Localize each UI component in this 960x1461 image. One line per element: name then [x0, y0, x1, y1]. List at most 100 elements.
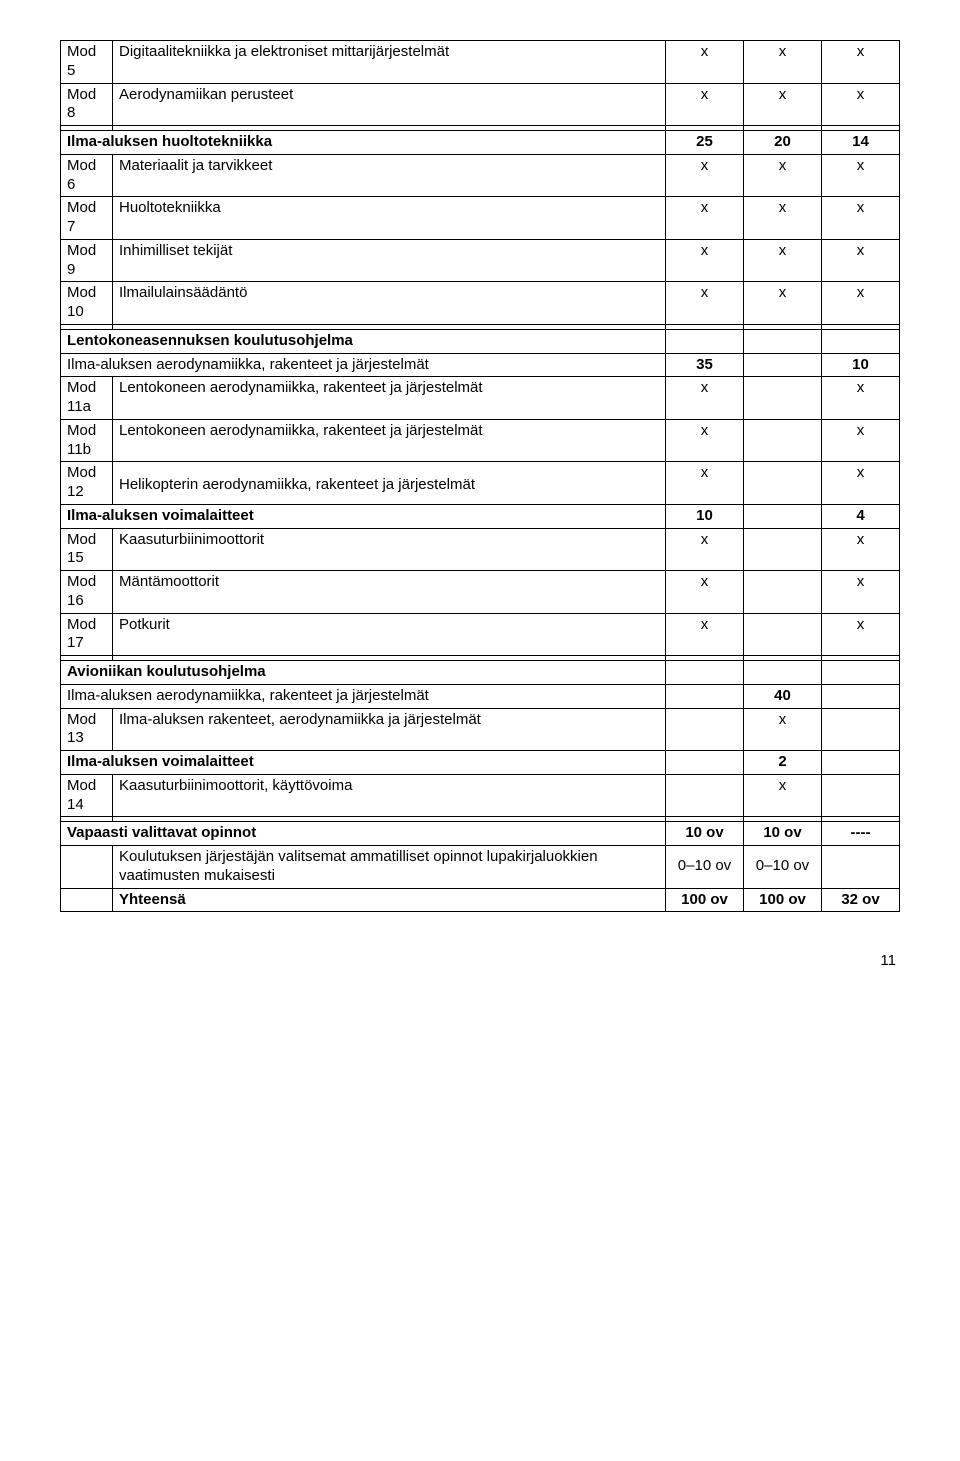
row-desc: Avioniikan koulutusohjelma: [61, 661, 666, 685]
row-val-b: [744, 504, 822, 528]
row-desc: Digitaalitekniikka ja elektroniset mitta…: [113, 41, 666, 84]
table-row: Mod 9Inhimilliset tekijätxxx: [61, 239, 900, 282]
row-desc: Potkurit: [113, 613, 666, 656]
row-desc: Ilmailulainsäädäntö: [113, 282, 666, 325]
row-val-a: 10: [666, 504, 744, 528]
row-val-b: [744, 353, 822, 377]
row-val-a: 35: [666, 353, 744, 377]
table-row: Ilma-aluksen voimalaitteet104: [61, 504, 900, 528]
row-val-b: [744, 462, 822, 505]
row-mod: Mod 5: [61, 41, 113, 84]
row-val-a: x: [666, 571, 744, 614]
row-desc: Lentokoneen aerodynamiikka, rakenteet ja…: [113, 419, 666, 462]
row-mod: [61, 846, 113, 889]
row-val-c: x: [822, 154, 900, 197]
row-mod: Mod 9: [61, 239, 113, 282]
row-val-a: x: [666, 239, 744, 282]
table-row: Mod 8Aerodynamiikan perusteetxxx: [61, 83, 900, 126]
row-val-a: x: [666, 377, 744, 420]
table-row: Ilma-aluksen voimalaitteet2: [61, 751, 900, 775]
row-val-c: x: [822, 613, 900, 656]
row-desc: Kaasuturbiinimoottorit, käyttövoima: [113, 774, 666, 817]
row-mod: Mod 14: [61, 774, 113, 817]
row-val-c: x: [822, 239, 900, 282]
row-val-c: 32 ov: [822, 888, 900, 912]
row-val-c: x: [822, 83, 900, 126]
row-val-b: x: [744, 154, 822, 197]
table-row: Ilma-aluksen aerodynamiikka, rakenteet j…: [61, 684, 900, 708]
row-val-c: x: [822, 197, 900, 240]
row-val-b: x: [744, 197, 822, 240]
row-desc: Koulutuksen järjestäjän valitsemat ammat…: [113, 846, 666, 889]
row-val-c: [822, 684, 900, 708]
row-mod: [61, 888, 113, 912]
table-row: Ilma-aluksen aerodynamiikka, rakenteet j…: [61, 353, 900, 377]
table-row: Lentokoneasennuksen koulutusohjelma: [61, 329, 900, 353]
row-val-c: [822, 661, 900, 685]
row-val-b: x: [744, 708, 822, 751]
table-row: Mod 11aLentokoneen aerodynamiikka, raken…: [61, 377, 900, 420]
row-val-b: 0–10 ov: [744, 846, 822, 889]
row-mod: Mod 11b: [61, 419, 113, 462]
row-val-a: [666, 329, 744, 353]
row-mod: Mod 12: [61, 462, 113, 505]
table-row: Mod 7Huoltotekniikkaxxx: [61, 197, 900, 240]
row-mod: Mod 8: [61, 83, 113, 126]
row-val-c: x: [822, 41, 900, 84]
row-val-c: x: [822, 377, 900, 420]
row-desc: Lentokoneen aerodynamiikka, rakenteet ja…: [113, 377, 666, 420]
row-desc: Mäntämoottorit: [113, 571, 666, 614]
row-val-c: x: [822, 282, 900, 325]
row-val-c: 14: [822, 131, 900, 155]
table-row: Mod 17Potkuritxx: [61, 613, 900, 656]
row-val-c: x: [822, 528, 900, 571]
table-row: Mod 15Kaasuturbiinimoottoritxx: [61, 528, 900, 571]
row-desc: Ilma-aluksen aerodynamiikka, rakenteet j…: [61, 684, 666, 708]
page-number: 11: [60, 952, 900, 969]
row-desc: Ilma-aluksen rakenteet, aerodynamiikka j…: [113, 708, 666, 751]
row-desc: Aerodynamiikan perusteet: [113, 83, 666, 126]
row-val-c: 4: [822, 504, 900, 528]
row-desc: Lentokoneasennuksen koulutusohjelma: [61, 329, 666, 353]
row-val-a: [666, 774, 744, 817]
table-row: Mod 12Helikopterin aerodynamiikka, raken…: [61, 462, 900, 505]
table-row: Mod 11bLentokoneen aerodynamiikka, raken…: [61, 419, 900, 462]
row-val-a: x: [666, 419, 744, 462]
row-val-a: x: [666, 83, 744, 126]
row-val-a: x: [666, 282, 744, 325]
row-desc: Yhteensä: [113, 888, 666, 912]
table-row: Mod 6Materiaalit ja tarvikkeetxxx: [61, 154, 900, 197]
row-val-a: 10 ov: [666, 822, 744, 846]
row-val-a: [666, 751, 744, 775]
row-val-a: 100 ov: [666, 888, 744, 912]
table-row: Mod 16Mäntämoottoritxx: [61, 571, 900, 614]
row-mod: Mod 13: [61, 708, 113, 751]
row-val-b: [744, 613, 822, 656]
curriculum-table: Mod 5Digitaalitekniikka ja elektroniset …: [60, 40, 900, 912]
row-val-a: x: [666, 462, 744, 505]
row-mod: Mod 6: [61, 154, 113, 197]
row-val-b: x: [744, 774, 822, 817]
row-desc: Huoltotekniikka: [113, 197, 666, 240]
row-mod: Mod 10: [61, 282, 113, 325]
row-mod: Mod 11a: [61, 377, 113, 420]
row-desc: Kaasuturbiinimoottorit: [113, 528, 666, 571]
row-desc: Ilma-aluksen huoltotekniikka: [61, 131, 666, 155]
table-row: Koulutuksen järjestäjän valitsemat ammat…: [61, 846, 900, 889]
row-val-b: [744, 329, 822, 353]
row-val-c: x: [822, 571, 900, 614]
table-row: Mod 5Digitaalitekniikka ja elektroniset …: [61, 41, 900, 84]
row-val-c: 10: [822, 353, 900, 377]
row-val-b: 20: [744, 131, 822, 155]
table-row: Yhteensä100 ov100 ov32 ov: [61, 888, 900, 912]
row-val-b: 2: [744, 751, 822, 775]
row-val-b: [744, 571, 822, 614]
row-val-a: x: [666, 613, 744, 656]
table-row: Ilma-aluksen huoltotekniikka252014: [61, 131, 900, 155]
row-val-b: 100 ov: [744, 888, 822, 912]
row-val-c: [822, 751, 900, 775]
row-mod: Mod 16: [61, 571, 113, 614]
table-row: Mod 13Ilma-aluksen rakenteet, aerodynami…: [61, 708, 900, 751]
row-val-b: [744, 377, 822, 420]
row-val-c: x: [822, 419, 900, 462]
